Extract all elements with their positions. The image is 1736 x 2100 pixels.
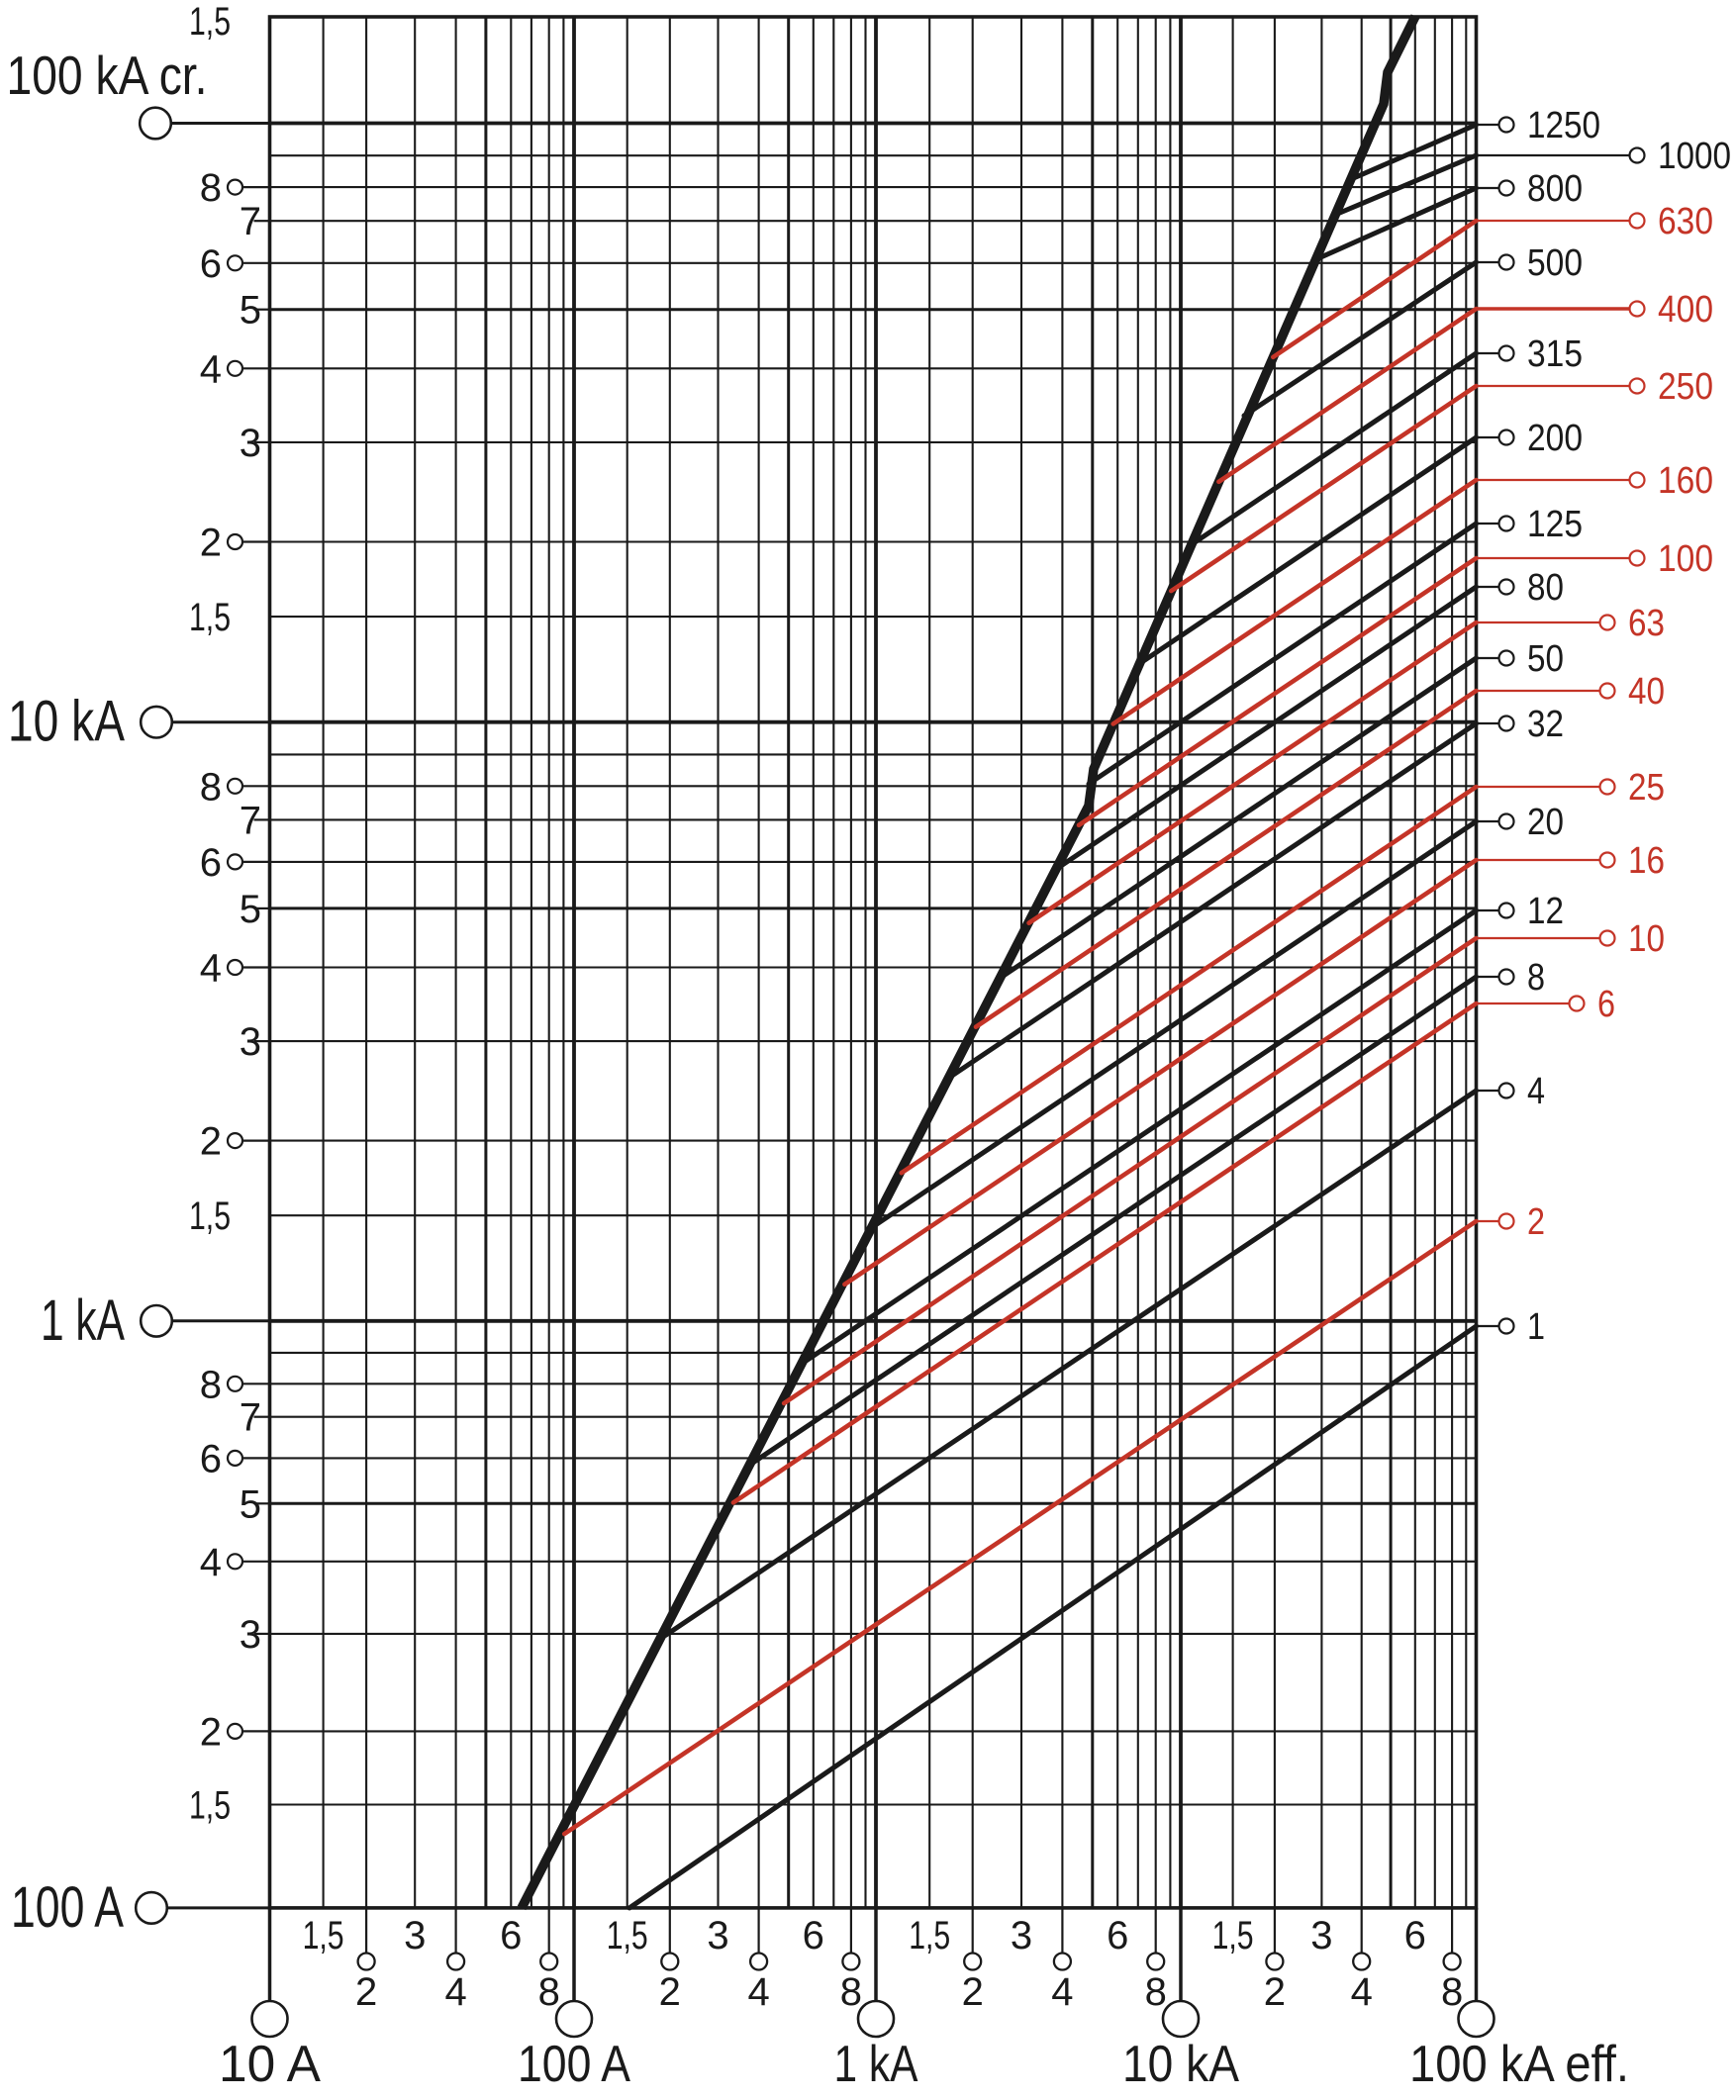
svg-text:2: 2	[200, 1120, 222, 1164]
svg-text:10: 10	[1628, 918, 1665, 960]
svg-text:1 kA: 1 kA	[834, 2036, 918, 2093]
svg-text:80: 80	[1527, 567, 1564, 609]
svg-text:6: 6	[803, 1914, 824, 1957]
svg-text:250: 250	[1658, 366, 1713, 408]
svg-text:630: 630	[1658, 201, 1713, 242]
svg-text:6: 6	[500, 1914, 522, 1957]
svg-text:1000: 1000	[1658, 136, 1731, 177]
svg-text:6: 6	[1404, 1914, 1426, 1957]
svg-text:4: 4	[1051, 1970, 1073, 2014]
svg-text:10 A: 10 A	[219, 2036, 321, 2093]
svg-text:10 kA: 10 kA	[1122, 2036, 1239, 2093]
svg-text:32: 32	[1527, 704, 1564, 745]
svg-text:40: 40	[1628, 671, 1665, 713]
svg-text:4: 4	[200, 1541, 222, 1584]
svg-text:12: 12	[1527, 891, 1564, 932]
svg-text:3: 3	[404, 1914, 426, 1957]
svg-text:4: 4	[200, 947, 222, 991]
svg-text:100: 100	[1658, 538, 1713, 580]
svg-text:315: 315	[1527, 334, 1583, 375]
svg-text:8: 8	[1441, 1970, 1463, 2014]
svg-text:6: 6	[200, 242, 222, 286]
svg-text:1250: 1250	[1527, 105, 1600, 146]
svg-text:8: 8	[200, 765, 222, 809]
svg-text:6: 6	[200, 841, 222, 885]
svg-text:8: 8	[1527, 957, 1545, 999]
svg-text:2: 2	[962, 1970, 984, 2014]
svg-text:500: 500	[1527, 242, 1583, 284]
svg-text:3: 3	[240, 1020, 261, 1064]
svg-text:1,5: 1,5	[1212, 1914, 1254, 1957]
svg-text:4: 4	[444, 1970, 466, 2014]
svg-text:3: 3	[1310, 1914, 1332, 1957]
svg-text:100 A: 100 A	[11, 1875, 124, 1940]
svg-text:8: 8	[538, 1970, 560, 2014]
svg-text:160: 160	[1658, 460, 1713, 502]
svg-text:400: 400	[1658, 289, 1713, 331]
svg-text:1,5: 1,5	[189, 596, 231, 639]
svg-text:800: 800	[1527, 168, 1583, 210]
svg-text:7: 7	[240, 200, 261, 243]
svg-text:1,5: 1,5	[189, 1784, 231, 1828]
svg-text:8: 8	[840, 1970, 862, 2014]
svg-text:1: 1	[1527, 1306, 1545, 1348]
svg-text:3: 3	[240, 422, 261, 465]
svg-text:8: 8	[200, 166, 222, 210]
svg-text:3: 3	[707, 1914, 728, 1957]
svg-text:20: 20	[1527, 802, 1564, 843]
svg-text:1,5: 1,5	[189, 1194, 231, 1238]
svg-text:1,5: 1,5	[303, 1914, 344, 1957]
svg-text:1,5: 1,5	[607, 1914, 648, 1957]
svg-text:6: 6	[1107, 1914, 1128, 1957]
svg-text:6: 6	[200, 1437, 222, 1480]
svg-text:10 kA: 10 kA	[8, 690, 125, 754]
svg-text:2: 2	[1264, 1970, 1286, 2014]
svg-text:5: 5	[240, 289, 261, 333]
svg-text:4: 4	[200, 347, 222, 391]
svg-text:7: 7	[240, 1396, 261, 1440]
svg-text:8: 8	[200, 1363, 222, 1406]
svg-text:7: 7	[240, 799, 261, 842]
svg-text:2: 2	[659, 1970, 681, 2014]
svg-text:50: 50	[1527, 638, 1564, 680]
svg-text:2: 2	[200, 522, 222, 565]
svg-text:3: 3	[1011, 1914, 1032, 1957]
svg-text:100 kA cr.: 100 kA cr.	[7, 45, 208, 106]
svg-text:200: 200	[1527, 418, 1583, 459]
svg-text:4: 4	[1527, 1071, 1545, 1112]
svg-text:16: 16	[1628, 840, 1665, 882]
svg-text:2: 2	[1527, 1201, 1545, 1243]
svg-text:5: 5	[240, 1482, 261, 1526]
svg-text:1,5: 1,5	[189, 0, 231, 44]
svg-text:4: 4	[747, 1970, 769, 2014]
svg-text:6: 6	[1597, 984, 1615, 1025]
svg-text:4: 4	[1351, 1970, 1373, 2014]
svg-text:25: 25	[1628, 767, 1665, 809]
svg-text:3: 3	[240, 1613, 261, 1657]
svg-text:125: 125	[1527, 504, 1583, 545]
svg-text:100 kA eff.: 100 kA eff.	[1409, 2036, 1629, 2093]
svg-text:2: 2	[200, 1710, 222, 1754]
svg-text:2: 2	[355, 1970, 377, 2014]
svg-text:1,5: 1,5	[909, 1914, 950, 1957]
svg-text:63: 63	[1628, 603, 1665, 644]
svg-text:8: 8	[1145, 1970, 1167, 2014]
svg-text:100 A: 100 A	[518, 2036, 630, 2093]
svg-text:5: 5	[240, 888, 261, 931]
svg-text:1 kA: 1 kA	[41, 1289, 125, 1353]
